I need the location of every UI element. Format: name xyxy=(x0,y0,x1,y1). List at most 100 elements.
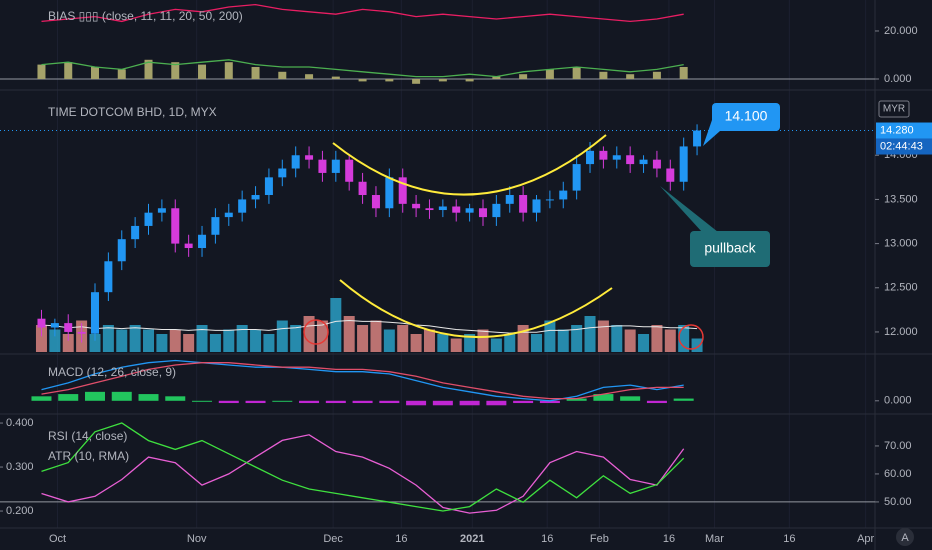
histogram-bar xyxy=(31,396,52,401)
histogram-bar xyxy=(245,400,266,404)
candle-body xyxy=(612,155,621,160)
y-tick-label: 12.000 xyxy=(884,326,918,338)
volume-bar xyxy=(651,325,663,352)
countdown: 02:44:43 xyxy=(880,140,923,152)
candle-body xyxy=(545,199,554,201)
bar xyxy=(37,64,46,79)
bar xyxy=(652,71,661,79)
volume-bar xyxy=(383,329,395,352)
bar xyxy=(492,76,501,79)
x-tick-label: Feb xyxy=(590,533,609,545)
candle-body xyxy=(278,168,287,178)
y-tick-label: 13.000 xyxy=(884,238,918,250)
volume-bar xyxy=(129,325,141,352)
auto-scale-button[interactable] xyxy=(896,528,914,546)
candle-body xyxy=(492,203,501,218)
candle-body xyxy=(157,208,166,213)
bar xyxy=(358,78,367,82)
candle-body xyxy=(211,217,220,235)
volume-bar xyxy=(571,325,583,352)
histogram-bar xyxy=(272,400,293,402)
candle-body xyxy=(693,130,702,147)
histogram-bar xyxy=(111,391,132,401)
volume-bar xyxy=(584,316,596,352)
last-price-tag xyxy=(876,122,932,139)
series-line xyxy=(41,434,685,514)
candle-body xyxy=(331,159,340,173)
histogram-bar xyxy=(138,394,159,401)
bar xyxy=(599,71,608,79)
bar xyxy=(465,78,474,82)
volume-bar xyxy=(343,316,355,352)
y-tick-label: 0.000 xyxy=(884,73,912,85)
volume-bar xyxy=(357,325,369,352)
candle-body xyxy=(171,208,180,244)
y-tick-label: 12.500 xyxy=(884,282,918,294)
volume-bar xyxy=(397,325,409,352)
bar xyxy=(331,76,340,79)
histogram-bar xyxy=(192,400,213,402)
currency: MYR xyxy=(883,104,905,115)
volume-bar xyxy=(89,334,101,352)
histogram-bar xyxy=(325,400,346,404)
volume-bar xyxy=(49,329,61,352)
candle-body xyxy=(412,203,421,209)
candle-body xyxy=(438,206,447,211)
histogram-bar xyxy=(352,400,373,404)
volume-bar xyxy=(263,334,275,352)
bar xyxy=(144,59,153,79)
volume-bar xyxy=(143,329,155,352)
volume-ma-line xyxy=(41,319,698,334)
volume-bar xyxy=(303,316,315,352)
histogram-bar xyxy=(165,396,186,401)
volume-bar xyxy=(638,334,650,352)
histogram-bar xyxy=(593,394,614,401)
volume-bar xyxy=(450,338,462,352)
volume-bar xyxy=(102,325,114,352)
candle-body xyxy=(104,261,113,293)
x-tick-label: 16 xyxy=(541,533,553,545)
last-price-label: 14.280 xyxy=(880,124,914,136)
volume-bar xyxy=(370,320,382,352)
candle-body xyxy=(198,234,207,249)
x-tick-label: 16 xyxy=(663,533,675,545)
volume-bar xyxy=(223,329,235,352)
bar xyxy=(90,66,99,79)
volume-bar xyxy=(183,334,195,352)
y-tick-label: 0.400 xyxy=(6,417,34,429)
volume-bar xyxy=(464,334,476,352)
volume-bar xyxy=(477,329,489,352)
x-tick-label: 2021 xyxy=(460,533,484,545)
callout-text: 14.100 xyxy=(725,108,768,124)
panel-title: BIAS ▯▯▯ (close, 11, 11, 20, 50, 200) xyxy=(48,9,243,23)
panel-title: TIME DOTCOM BHD, 1D, MYX xyxy=(48,105,217,119)
volume-bar xyxy=(316,320,328,352)
histogram-bar xyxy=(84,391,105,401)
candle-body xyxy=(452,206,461,213)
auto-scale-label[interactable]: A xyxy=(901,532,909,544)
histogram-bar xyxy=(218,400,239,404)
candle-body xyxy=(465,208,474,213)
bar xyxy=(572,66,581,79)
x-tick-label: 16 xyxy=(395,533,407,545)
volume-bar xyxy=(410,334,422,352)
candle-body xyxy=(358,181,367,196)
candle-body xyxy=(478,208,487,218)
bar xyxy=(305,74,314,79)
candle-body xyxy=(251,195,260,200)
y-tick-label: 50.00 xyxy=(884,496,912,508)
candle-body xyxy=(599,150,608,160)
y-tick-label: 0.200 xyxy=(6,505,34,517)
bar xyxy=(251,66,260,79)
bar xyxy=(385,78,394,82)
histogram-bar xyxy=(566,398,587,401)
histogram-bar xyxy=(486,400,507,406)
candle-body xyxy=(318,159,327,173)
candle-body xyxy=(532,199,541,213)
volume-bar xyxy=(35,325,47,352)
x-tick-label: 16 xyxy=(783,533,795,545)
price-callout xyxy=(712,103,780,131)
cup-arc xyxy=(332,134,607,196)
